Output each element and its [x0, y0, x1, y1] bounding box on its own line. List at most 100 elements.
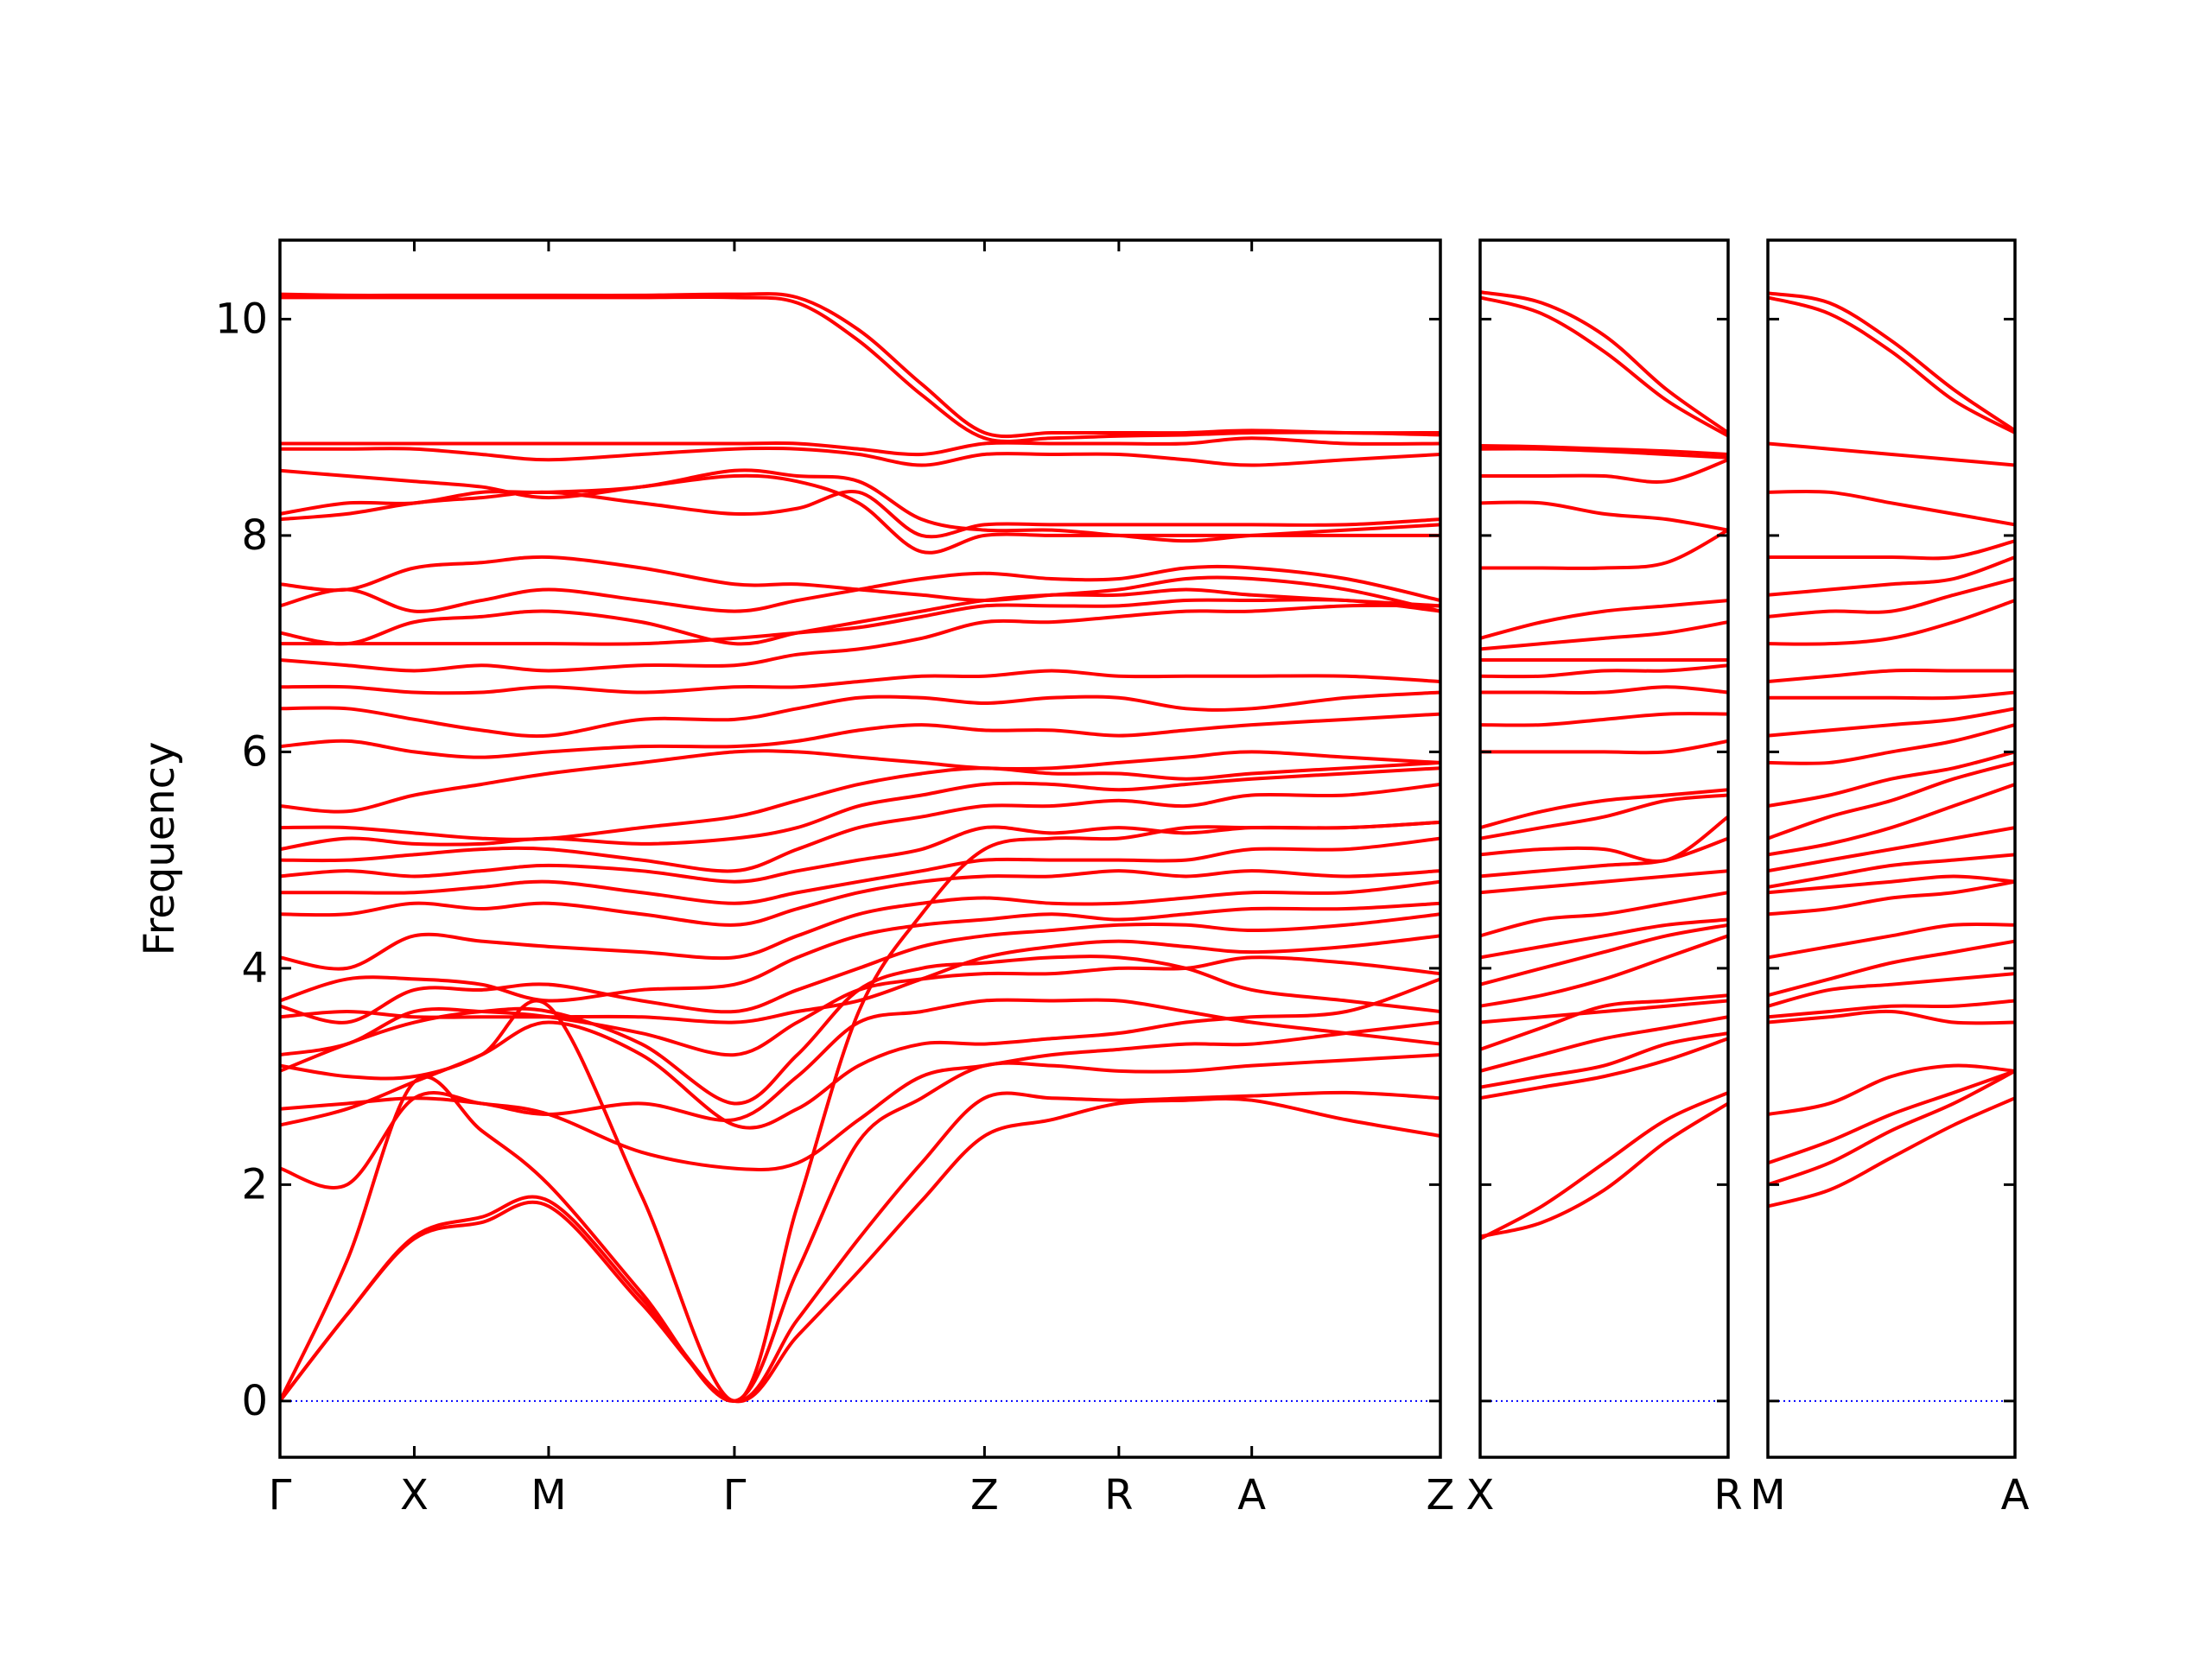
- band-line: [1480, 1015, 1728, 1073]
- band-line: [280, 998, 1440, 1123]
- x-tick-label: R: [1713, 1471, 1742, 1519]
- x-tick-label: Z: [970, 1471, 999, 1519]
- band-line: [1768, 1009, 2015, 1025]
- band-line: [1480, 793, 1728, 841]
- y-axis-label: Frequency: [136, 742, 184, 956]
- band-line: [280, 760, 1440, 841]
- band-line: [1768, 707, 2015, 738]
- x-tick-label: M: [531, 1471, 566, 1519]
- band-line: [1480, 712, 1728, 727]
- band-line: [280, 955, 1440, 1057]
- band-line: [1768, 826, 2015, 873]
- x-tick-label: Z: [1427, 1471, 1455, 1519]
- band-line: [280, 879, 1440, 971]
- plot-area: [280, 292, 1440, 1404]
- x-tick-label: Γ: [269, 1471, 292, 1519]
- band-line: [1768, 669, 2015, 683]
- band-line: [280, 555, 1440, 613]
- band-line: [1480, 1037, 1728, 1101]
- band-line: [280, 901, 1440, 1003]
- band-line: [280, 446, 1440, 467]
- band-line: [280, 934, 1440, 1024]
- band-line: [280, 1090, 1440, 1403]
- x-tick-label: R: [1104, 1471, 1133, 1519]
- band-line: [1768, 853, 2015, 889]
- band-line: [280, 820, 1440, 1403]
- band-line: [280, 836, 1440, 905]
- band-line: [1480, 739, 1728, 755]
- band-line: [280, 766, 1440, 852]
- y-tick-label: 8: [241, 511, 268, 560]
- band-line: [1768, 922, 2015, 960]
- band-line: [280, 712, 1440, 759]
- band-line: [1480, 599, 1728, 640]
- y-tick-label: 0: [241, 1377, 268, 1425]
- band-line: [1768, 750, 2015, 808]
- band-line: [1768, 1069, 2015, 1165]
- band-line: [1480, 999, 1728, 1024]
- band-line: [1768, 723, 2015, 765]
- band-line: [1480, 458, 1728, 484]
- band-line: [280, 436, 1440, 457]
- band-line: [1480, 620, 1728, 651]
- plot-area: [1768, 291, 2015, 1402]
- band-line: [1480, 663, 1728, 679]
- band-line: [280, 669, 1440, 695]
- band-line: [1768, 874, 2015, 895]
- band-line: [1768, 879, 2015, 917]
- band-line: [1480, 290, 1728, 435]
- band-line: [1768, 441, 2015, 467]
- band-line: [280, 468, 1440, 543]
- band-line: [1768, 999, 2015, 1019]
- band-line: [280, 489, 1440, 539]
- x-tick-label: A: [2001, 1471, 2030, 1519]
- band-line: [280, 603, 1440, 673]
- band-line: [1768, 577, 2015, 618]
- band-line: [280, 977, 1440, 1130]
- band-line: [1480, 1101, 1728, 1239]
- band-line: [1480, 934, 1728, 1008]
- band-line: [1480, 295, 1728, 438]
- band-line: [1768, 555, 2015, 597]
- x-tick-label: X: [400, 1471, 429, 1519]
- band-line: [1480, 836, 1728, 879]
- band-line: [280, 1053, 1440, 1403]
- band-line: [1768, 690, 2015, 701]
- band-line: [1480, 528, 1728, 570]
- band-line: [1480, 788, 1728, 830]
- band-line: [1768, 939, 2015, 998]
- band-line: [1768, 291, 2015, 433]
- band-line: [1480, 447, 1728, 460]
- band-line: [1768, 760, 2015, 841]
- band-line: [1768, 539, 2015, 561]
- band-line: [280, 869, 1440, 927]
- band-line: [280, 587, 1440, 646]
- band-line: [280, 292, 1440, 439]
- band-line: [280, 749, 1440, 814]
- band-line: [1768, 599, 2015, 646]
- band-line: [1768, 783, 2015, 857]
- band-line: [1480, 1091, 1728, 1240]
- band-line: [1480, 869, 1728, 895]
- y-tick-label: 4: [241, 944, 268, 993]
- plot-area: [1480, 290, 1728, 1402]
- band-line: [1480, 923, 1728, 986]
- y-tick-label: 6: [241, 727, 268, 776]
- x-tick-label: X: [1466, 1471, 1495, 1519]
- band-line: [1480, 443, 1728, 456]
- y-tick-label: 2: [241, 1160, 268, 1208]
- band-line: [280, 598, 1440, 646]
- x-tick-label: M: [1750, 1471, 1785, 1519]
- panel: 0 2 4 6 8 10 Γ X M Γ Z R A Z Frequency: [136, 238, 1455, 1519]
- band-line: [1480, 815, 1728, 863]
- x-tick-label: Γ: [723, 1471, 747, 1519]
- band-line: [1480, 917, 1728, 960]
- band-line: [1768, 972, 2015, 1008]
- band-line: [1768, 1069, 2015, 1187]
- band-line: [280, 820, 1440, 884]
- band-line: [280, 955, 1440, 1106]
